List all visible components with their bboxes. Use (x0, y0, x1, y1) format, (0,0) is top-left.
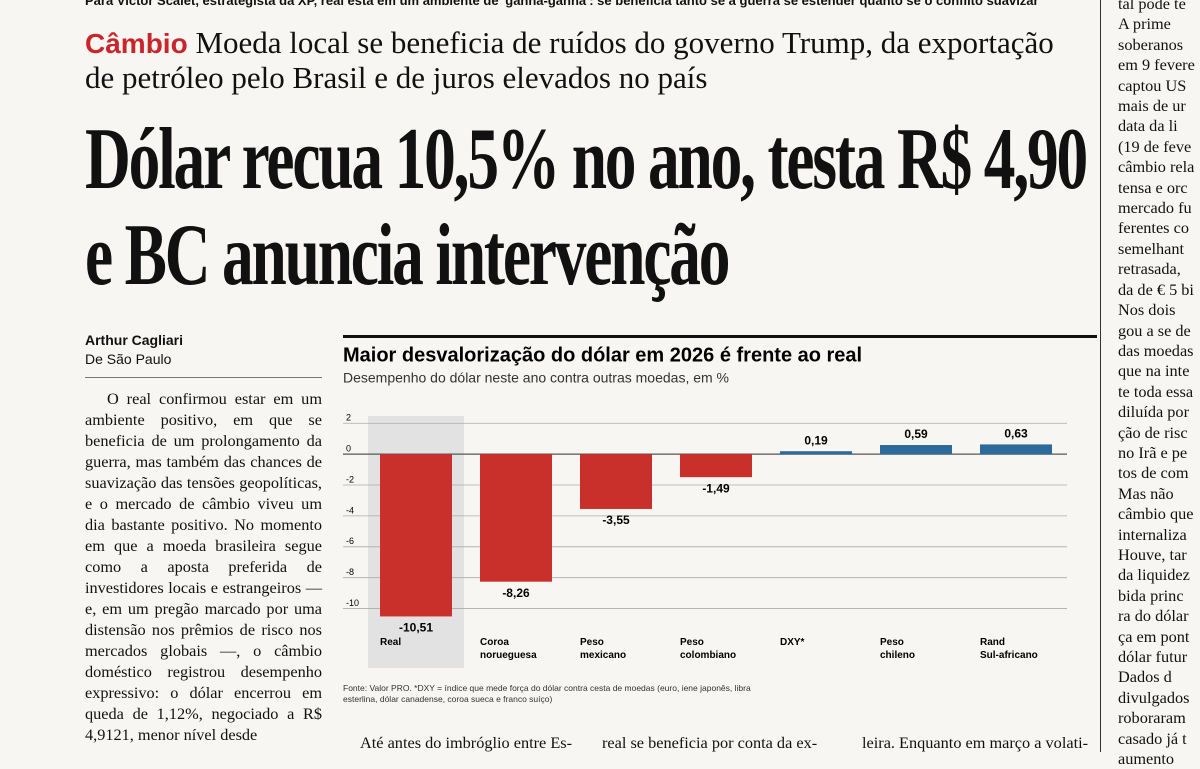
chart: Maior desvalorização do dólar em 2026 é … (343, 335, 1097, 704)
column-line: roboraram (1118, 708, 1186, 728)
column-line: soberanos (1118, 34, 1184, 54)
column-line: mais de ur (1118, 96, 1186, 116)
column-start: leira. Enquanto em março a volati- (862, 733, 1089, 752)
bar (380, 454, 452, 617)
column-line: em 9 fevere (1118, 55, 1195, 75)
top-line: Para Victor Scalet, estrategista da XP, … (85, 0, 1039, 8)
chart-rule (343, 335, 1097, 338)
column-line: captou US (1118, 75, 1187, 95)
column-line: Houve, tar (1118, 544, 1187, 564)
column-line: Dados d (1118, 667, 1172, 687)
chart-source: Fonte: Valor PRO. *DXY = índice que mede… (343, 683, 751, 704)
y-tick-label: 0 (346, 444, 351, 454)
body-text: O real confirmou estar em um ambiente po… (85, 389, 322, 744)
y-tick-label: -4 (346, 505, 354, 515)
byline-rule (85, 377, 322, 378)
x-tick-label: Real (380, 637, 401, 648)
column-line: da liquidez (1118, 565, 1190, 585)
y-tick-label: -6 (346, 536, 354, 546)
column-line: gou a se de (1118, 320, 1191, 340)
column-line: mercado fu (1118, 198, 1192, 218)
y-tick-label: -2 (346, 474, 354, 484)
column-line: dólar futur (1118, 647, 1188, 666)
column-line: internaliza (1118, 524, 1187, 544)
column-line: câmbio que (1118, 504, 1194, 524)
headline: Dólar recua 10,5% no ano, testa R$ 4,90 … (85, 111, 1088, 304)
column-line: ção de risc (1118, 422, 1188, 442)
value-label: 0,63 (1004, 427, 1028, 441)
author: Arthur Cagliari (85, 332, 184, 348)
column-line: ferentes co (1118, 218, 1189, 238)
y-tick-label: 2 (346, 413, 351, 423)
value-label: 0,19 (804, 433, 828, 447)
column-line: no Irã e pe (1118, 442, 1188, 462)
chart-title: Maior desvalorização do dólar em 2026 é … (343, 344, 862, 366)
y-tick-label: -8 (346, 567, 354, 577)
x-tick-label: Peso chileno (880, 637, 915, 661)
right-column: tal pode te A prime soberanos em 9 fevere ca… (1118, 0, 1200, 769)
column-line: divulgados (1118, 687, 1190, 707)
column-line: data da li (1118, 116, 1178, 136)
column-rule (1100, 0, 1101, 752)
column-line: que na inte (1118, 361, 1190, 381)
column-line: Mas não (1118, 483, 1174, 503)
column-line: retrasada, (1118, 259, 1181, 279)
column-start: Até antes do imbróglio entre Es- (360, 733, 573, 752)
column-line: casado já t (1118, 728, 1187, 748)
bar (480, 454, 552, 582)
kicker: Câmbio (85, 28, 188, 59)
value-label: -8,26 (502, 586, 530, 600)
column-line: (19 de feve (1118, 136, 1192, 156)
page: {"top_line": "Para Victor Scalet, estrat… (85, 0, 1195, 769)
column-start: real se beneficia por conta da ex- (602, 733, 818, 752)
column-line: semelhant (1118, 238, 1185, 258)
bar (580, 454, 652, 509)
column-line: tensa e orc (1118, 177, 1188, 197)
value-label: -1,49 (702, 481, 730, 495)
column-line: bida princ (1118, 585, 1184, 605)
column-line: ça em pont (1118, 626, 1190, 646)
column-line: da de € 5 bi (1118, 279, 1194, 299)
column-line: A prime (1118, 14, 1171, 34)
x-tick-label: Coroa norueguesa (480, 637, 537, 661)
column-line: diluída por (1118, 402, 1189, 422)
value-label: -3,55 (602, 513, 630, 527)
deck: Moeda local se beneficia de ruídos do go… (85, 25, 1054, 95)
value-label: -10,51 (399, 621, 433, 635)
bar (680, 454, 752, 478)
x-tick-label: Rand Sul-africano (980, 637, 1038, 661)
y-tick-label: -10 (346, 598, 359, 608)
column-line: câmbio rela (1118, 157, 1195, 177)
column-line: ra do dólar (1118, 606, 1189, 626)
place: De São Paulo (85, 351, 172, 367)
chart-subtitle: Desempenho do dólar neste ano contra out… (343, 370, 729, 386)
x-tick-label: Peso mexicano (580, 637, 626, 661)
column-line: das moedas (1118, 340, 1194, 360)
x-tick-label: DXY* (780, 637, 805, 648)
column-line: tal pode te (1118, 0, 1186, 13)
bar (880, 445, 952, 455)
source-box: Fonte: Valor PRO. *DXY = índice que mede… (343, 683, 751, 704)
deck-block: Câmbio Moeda local se beneficia de ruído… (85, 26, 1085, 95)
column-line: te toda essa (1118, 381, 1194, 401)
column-line: Nos dois (1118, 300, 1176, 320)
bar (780, 451, 852, 455)
bar (980, 444, 1052, 455)
value-label: 0,59 (904, 427, 928, 441)
column-line: aumento (1118, 749, 1175, 769)
column-line: tos de com (1118, 463, 1189, 483)
x-tick-label: Peso colombiano (680, 637, 736, 661)
